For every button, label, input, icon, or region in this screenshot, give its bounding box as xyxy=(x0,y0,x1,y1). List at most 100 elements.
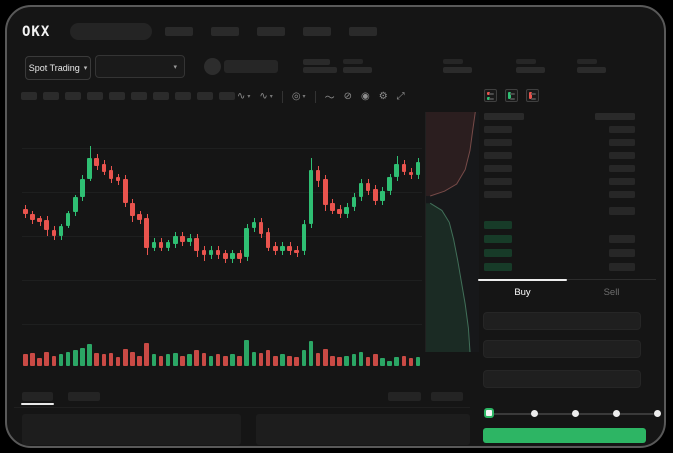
interval-button[interactable] xyxy=(43,92,59,100)
history-panel[interactable] xyxy=(256,414,470,445)
tab-sell[interactable]: Sell xyxy=(603,287,620,298)
price-field[interactable] xyxy=(483,312,641,330)
fullscreen-icon[interactable]: ⤢ xyxy=(397,91,405,102)
stat-label-placeholder xyxy=(516,59,536,64)
nav-item[interactable] xyxy=(349,27,377,36)
candle-body xyxy=(223,253,228,260)
slider-handle[interactable] xyxy=(484,408,494,418)
compare-icon[interactable]: ⊘ xyxy=(344,91,352,102)
bid-price-placeholder[interactable] xyxy=(484,263,512,271)
okx-logo[interactable]: OKX xyxy=(22,24,51,40)
amount-placeholder xyxy=(609,207,635,215)
interval-button[interactable] xyxy=(219,92,235,100)
volume-bar xyxy=(308,341,314,366)
candle-body xyxy=(108,169,114,180)
amount-slider[interactable] xyxy=(488,413,654,415)
nav-item[interactable] xyxy=(211,27,239,36)
book-bids-icon[interactable] xyxy=(505,89,518,102)
chevron-down-icon: ▾ xyxy=(269,94,273,100)
volume-bar xyxy=(265,350,271,366)
pair-select[interactable]: ▾ xyxy=(95,55,185,78)
slider-dot[interactable] xyxy=(654,410,661,417)
stat-label-placeholder xyxy=(343,59,363,64)
interval-button[interactable] xyxy=(131,92,147,100)
line-tool-icon[interactable]: 〜 xyxy=(325,89,335,104)
bid-price-placeholder[interactable] xyxy=(484,249,512,257)
candle-body xyxy=(30,214,35,221)
candle-body xyxy=(301,224,307,252)
candle-body xyxy=(380,191,385,201)
last-price-badge[interactable] xyxy=(483,205,521,217)
camera-icon: ◉ xyxy=(360,91,370,102)
bid-price-placeholder[interactable] xyxy=(484,221,512,229)
volume-bar xyxy=(358,351,364,366)
volume-bar xyxy=(280,354,285,366)
indicator-main-icon: ∿ xyxy=(237,91,246,102)
bottom-action-2[interactable] xyxy=(431,392,463,401)
book-asks-icon[interactable] xyxy=(526,89,539,102)
slider-dot[interactable] xyxy=(613,410,620,417)
total-field[interactable] xyxy=(483,370,641,388)
interval-button[interactable] xyxy=(65,92,81,100)
interval-button[interactable] xyxy=(175,92,191,100)
ask-price-placeholder[interactable] xyxy=(484,152,512,159)
volume-bar xyxy=(394,356,399,366)
volume-bar xyxy=(223,355,228,366)
slider-dot[interactable] xyxy=(572,410,579,417)
interval-button[interactable] xyxy=(153,92,169,100)
slider-dot[interactable] xyxy=(531,410,538,417)
interval-icon[interactable]: ◎ ▾ xyxy=(292,91,306,102)
candlestick-chart[interactable] xyxy=(22,112,422,368)
depth-chart[interactable] xyxy=(425,111,479,353)
chevron-down-icon: ▾ xyxy=(173,63,177,71)
buy-button[interactable] xyxy=(483,428,646,443)
nav-item[interactable] xyxy=(165,27,193,36)
volume-bar xyxy=(194,350,199,366)
candle-body xyxy=(373,189,378,201)
okx-trading-app: OKX Spot Trading ▾ ▾ ∿ ▾ ∿ ▾ ◎ ▾ 〜 ⊘ ◉ ⚙ ⤢ Buy xyxy=(7,7,664,446)
settings-icon[interactable]: ⚙ xyxy=(379,91,388,102)
gridline xyxy=(22,280,422,281)
search-input[interactable] xyxy=(70,23,152,40)
bottom-action-1[interactable] xyxy=(388,392,421,401)
tab-buy[interactable]: Buy xyxy=(514,287,531,298)
nav-item[interactable] xyxy=(303,27,331,36)
ask-amount-placeholder xyxy=(609,126,635,133)
nav-item[interactable] xyxy=(257,27,285,36)
orders-panel[interactable] xyxy=(22,414,241,445)
book-both-icon[interactable] xyxy=(484,89,497,102)
divider xyxy=(14,407,470,408)
candle-body xyxy=(394,163,399,178)
candle-body xyxy=(265,232,271,248)
camera-icon[interactable]: ◉ xyxy=(361,91,370,102)
interval-button[interactable] xyxy=(109,92,125,100)
market-type-selector[interactable]: Spot Trading ▾ xyxy=(25,56,91,80)
ask-price-placeholder[interactable] xyxy=(484,126,512,133)
volume-bar xyxy=(144,342,149,366)
bottom-tab-1[interactable] xyxy=(22,392,53,401)
indicator-main-icon[interactable]: ∿ ▾ xyxy=(237,91,250,102)
volume-bar xyxy=(187,354,192,366)
volume-bar xyxy=(87,343,92,366)
indicator-sub-icon[interactable]: ∿ ▾ xyxy=(259,91,272,102)
bottom-tab-2[interactable] xyxy=(68,392,100,401)
orderbook-amount-header xyxy=(595,113,635,120)
volume-bar xyxy=(158,355,164,366)
ask-price-placeholder[interactable] xyxy=(484,165,512,172)
active-tab-indicator xyxy=(478,279,567,281)
stat-value-placeholder xyxy=(343,67,372,73)
bid-price-placeholder[interactable] xyxy=(484,235,512,243)
interval-button[interactable] xyxy=(197,92,213,100)
volume-bar xyxy=(258,353,264,366)
interval-button[interactable] xyxy=(87,92,103,100)
price-change-placeholder xyxy=(303,67,337,73)
ask-price-placeholder[interactable] xyxy=(484,178,512,185)
amount-field[interactable] xyxy=(483,340,641,358)
volume-bar xyxy=(323,349,328,366)
ask-price-placeholder[interactable] xyxy=(484,191,512,198)
ask-price-placeholder[interactable] xyxy=(484,139,512,146)
volume-bar xyxy=(37,358,42,366)
ask-amount-placeholder xyxy=(609,191,635,198)
interval-button[interactable] xyxy=(21,92,37,100)
avatar[interactable] xyxy=(204,58,221,75)
